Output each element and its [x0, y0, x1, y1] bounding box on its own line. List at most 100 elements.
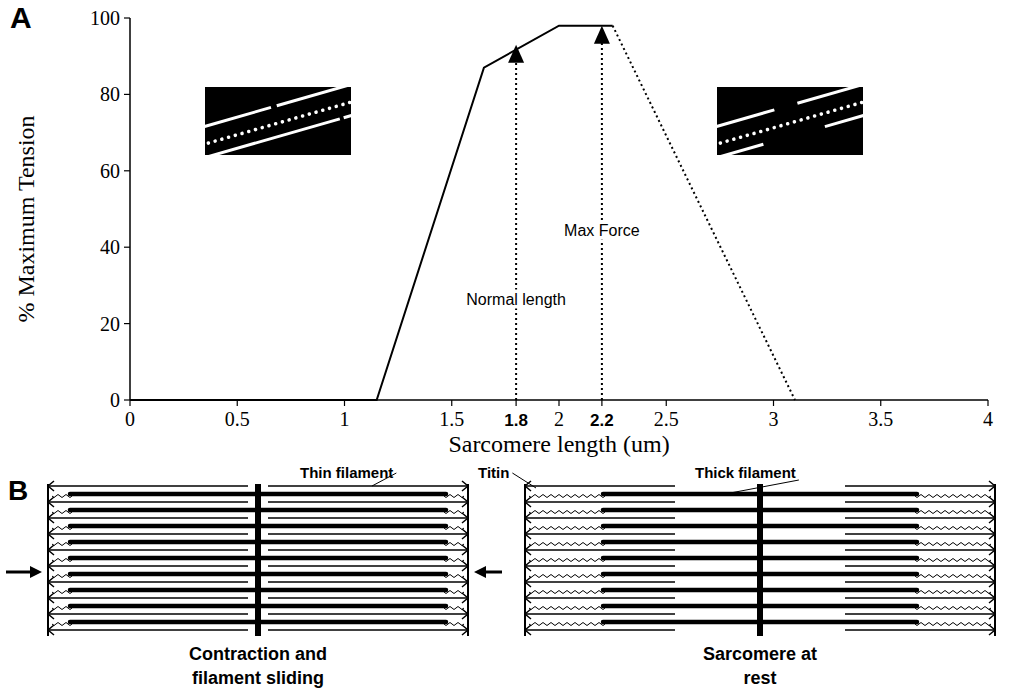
thin-filament	[797, 87, 863, 103]
titin	[529, 591, 605, 594]
leader-line	[372, 473, 396, 486]
thick-filament-dot	[273, 122, 277, 126]
thin-filament	[344, 111, 351, 118]
z-disc	[462, 481, 468, 491]
thin-filament	[845, 485, 995, 487]
thick-filament-dot	[853, 102, 857, 106]
titin	[529, 527, 605, 530]
plot-area	[130, 26, 795, 400]
titin	[529, 607, 605, 610]
background	[0, 0, 1018, 697]
titin	[52, 623, 72, 626]
annotation-label: Max Force	[564, 222, 640, 239]
thick-filament-dot	[819, 112, 823, 116]
thin-filament	[268, 501, 468, 503]
thick-filament-dot	[233, 133, 237, 137]
thick-filament-dot	[792, 120, 796, 124]
z-disc	[989, 529, 995, 539]
titin	[529, 559, 605, 562]
z-disc	[525, 513, 531, 523]
x-tick-label: 3.5	[868, 408, 893, 430]
thick-filament-dot	[260, 125, 264, 129]
x-tick-label: 2	[554, 408, 564, 430]
thick-filament-dot	[765, 127, 769, 131]
y-tick-label: 80	[100, 83, 120, 105]
x-tick-label: 2.2	[590, 411, 614, 430]
diagram-label: Thick filament	[695, 464, 796, 481]
annotation-label: Normal length	[466, 291, 566, 308]
titin	[52, 591, 72, 594]
titin	[915, 591, 991, 594]
thin-filament	[268, 533, 468, 535]
thick-filament-dot	[785, 122, 789, 126]
y-tick-label: 40	[100, 236, 120, 258]
thin-filament	[48, 613, 248, 615]
diagram-label: Thin filament	[300, 464, 393, 481]
annotation-arrowhead	[508, 45, 524, 63]
thin-filament	[268, 613, 468, 615]
thick-filament-dot	[334, 104, 338, 108]
titin	[529, 543, 605, 546]
thick-filament-dot	[300, 114, 304, 118]
x-tick-label: 1.5	[439, 408, 464, 430]
y-axis-title: % Maximum Tension	[13, 115, 39, 322]
z-disc	[462, 529, 468, 539]
x-tick	[880, 400, 881, 406]
titin	[444, 591, 464, 594]
thin-filament	[845, 549, 995, 551]
thin-filament	[845, 597, 995, 599]
thin-filament	[717, 144, 763, 155]
titin	[52, 495, 72, 498]
caption: Contraction andfilament sliding	[189, 644, 327, 688]
titin	[915, 607, 991, 610]
titin	[915, 559, 991, 562]
figure: A02040608010000.511.51.822.22.533.54Sarc…	[0, 0, 1018, 697]
thick-filament-dot	[240, 131, 244, 135]
caption-line: filament sliding	[192, 668, 324, 688]
y-tick	[124, 17, 130, 18]
titin	[444, 559, 464, 562]
titin	[52, 511, 72, 514]
thin-filament	[268, 517, 468, 519]
thick-filament-dot	[253, 127, 257, 131]
z-disc	[525, 593, 531, 603]
thin-filament	[48, 517, 248, 519]
thin-filament	[525, 501, 675, 503]
inset-content	[717, 87, 863, 155]
z-disc	[48, 625, 54, 635]
y-tick-label: 0	[110, 389, 120, 411]
z-disc	[462, 593, 468, 603]
z-disc	[48, 609, 54, 619]
z-disc	[462, 625, 468, 635]
z-disc	[525, 497, 531, 507]
thin-filament	[48, 629, 248, 631]
z-disc	[462, 545, 468, 555]
thick-filament-dot	[833, 108, 837, 112]
thin-filament	[525, 485, 675, 487]
thick-filament-dot	[314, 110, 318, 114]
x-tick-label: 4	[983, 408, 993, 430]
page: {"panel_labels": ["A", "B"], "chart_data…	[0, 0, 1018, 697]
annotation-label-bg	[464, 290, 568, 309]
x-tick-label: 2.5	[654, 408, 679, 430]
titin	[52, 559, 72, 562]
y-tick-label: 20	[100, 313, 120, 335]
titin	[915, 543, 991, 546]
z-disc	[989, 513, 995, 523]
annotation-arrowhead	[594, 26, 610, 44]
thin-filament	[845, 629, 995, 631]
titin	[444, 623, 464, 626]
thin-filament	[525, 581, 675, 583]
panel-letter: B	[8, 475, 28, 506]
thick-filament-dot	[738, 135, 742, 139]
thin-filament	[268, 597, 468, 599]
y-tick	[124, 399, 130, 400]
sarcomere-rest	[525, 481, 995, 636]
titin	[444, 511, 464, 514]
panel-b: BThin filamentTitinThick filamentContrac…	[6, 464, 995, 688]
y-tick	[124, 170, 130, 171]
annotation-arrow	[515, 59, 517, 400]
force-arrow	[6, 571, 34, 574]
z-disc	[462, 577, 468, 587]
thin-filament	[825, 111, 863, 127]
